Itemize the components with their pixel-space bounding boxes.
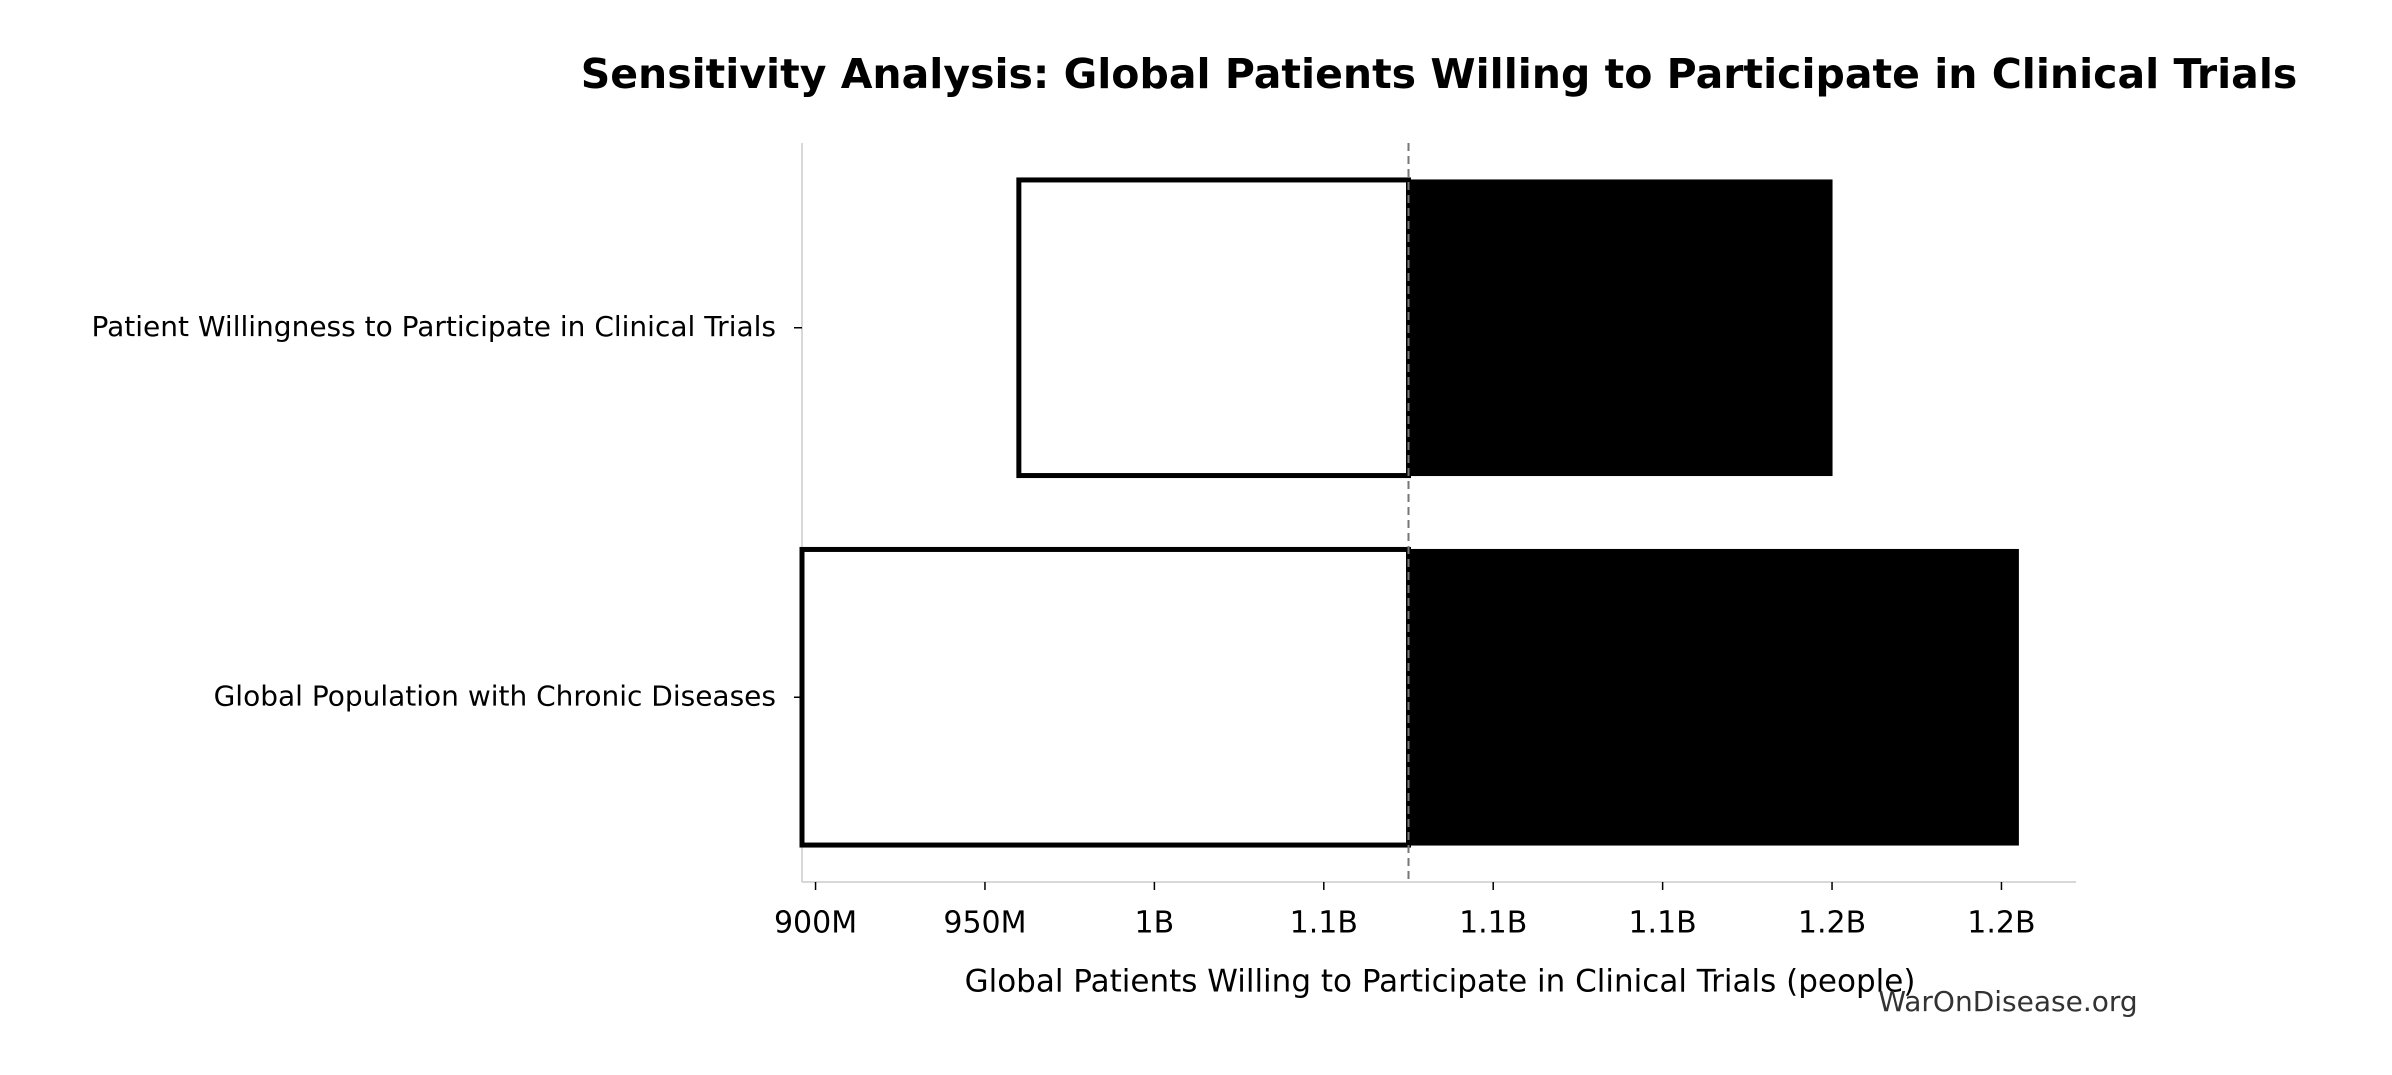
watermark: WarOnDisease.org xyxy=(1878,985,2137,1018)
x-tick-label: 1.1B xyxy=(1459,906,1527,941)
low-bar xyxy=(799,546,1412,848)
x-tick-label: 1B xyxy=(1135,906,1175,941)
high-bar xyxy=(1408,548,2019,846)
x-tick-label: 950M xyxy=(943,906,1026,941)
x-tick-label: 900M xyxy=(774,906,857,941)
high-bar xyxy=(1408,179,1833,477)
x-axis-label: Global Patients Willing to Participate i… xyxy=(965,964,1916,1000)
low-bar xyxy=(1016,177,1412,479)
x-tick-label: 1.2B xyxy=(1798,906,1866,941)
x-tick-label: 1.1B xyxy=(1628,906,1696,941)
y-tick-label: Patient Willingness to Participate in Cl… xyxy=(91,310,776,343)
chart-title: Sensitivity Analysis: Global Patients Wi… xyxy=(581,50,2298,98)
x-tick-label: 1.1B xyxy=(1290,906,1358,941)
x-tick-label: 1.2B xyxy=(1967,906,2035,941)
y-tick-label: Global Population with Chronic Diseases xyxy=(214,679,776,712)
